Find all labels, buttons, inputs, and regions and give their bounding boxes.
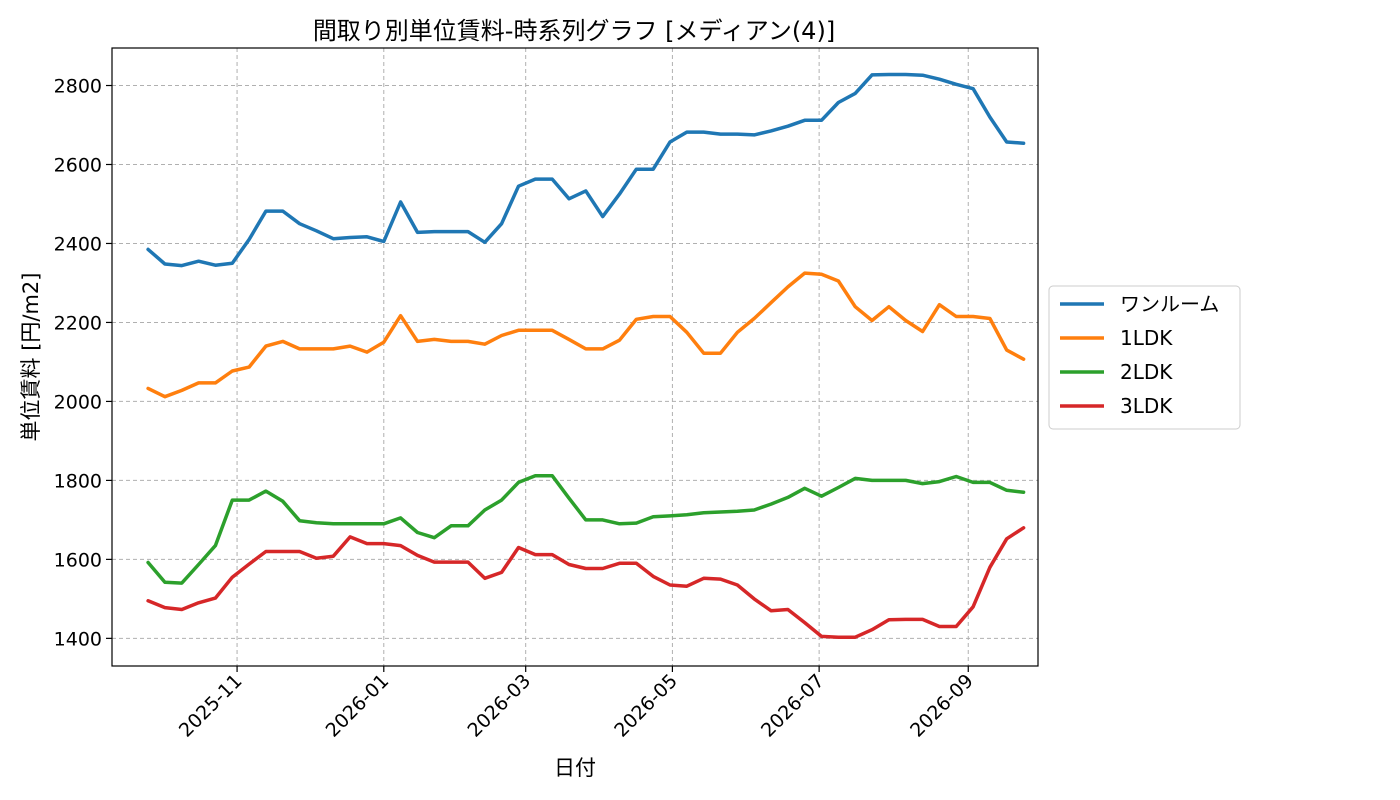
axis-ticks: 1400 1600 1800 2000 2200 2400 2600 2800 2025-11 2…	[54, 76, 978, 742]
x-tick-label: 2026-07	[757, 670, 829, 742]
x-tick-label: 2026-09	[906, 670, 978, 742]
y-tick-label: 2800	[54, 76, 102, 98]
legend-label-2: 2LDK	[1120, 360, 1173, 384]
y-tick-label: 1600	[54, 549, 102, 571]
y-tick-label: 2000	[54, 391, 102, 413]
x-tick-label: 2026-01	[322, 670, 394, 742]
legend-box	[1048, 285, 1241, 430]
series-lines	[146, 72, 1026, 639]
x-tick-label: 2026-05	[610, 670, 682, 742]
series-line-3	[146, 526, 1026, 639]
y-tick-label: 2600	[54, 154, 102, 176]
legend-label-3: 3LDK	[1120, 394, 1173, 418]
y-tick-label: 2200	[54, 312, 102, 334]
legend-label-0: ワンルーム	[1120, 292, 1219, 316]
y-axis-label: 単位賃料 [円/m2]	[19, 273, 43, 442]
grid	[112, 48, 1038, 666]
x-tick-label: 2025-11	[175, 670, 247, 742]
y-tick-label: 1800	[54, 470, 102, 492]
series-line-0	[146, 72, 1026, 268]
y-tick-label: 1400	[54, 628, 102, 650]
x-axis-label: 日付	[554, 756, 596, 780]
y-tick-label: 2400	[54, 233, 102, 255]
chart-title: 間取り別単位賃料-時系列グラフ [メディアン(4)]	[313, 17, 835, 45]
series-line-1	[146, 271, 1026, 399]
legend-label-1: 1LDK	[1120, 326, 1173, 350]
legend: ワンルーム 1LDK 2LDK 3LDK	[1048, 285, 1241, 430]
x-tick-label: 2026-03	[464, 670, 536, 742]
plot-area-frame	[111, 47, 1039, 667]
series-line-2	[146, 473, 1026, 585]
